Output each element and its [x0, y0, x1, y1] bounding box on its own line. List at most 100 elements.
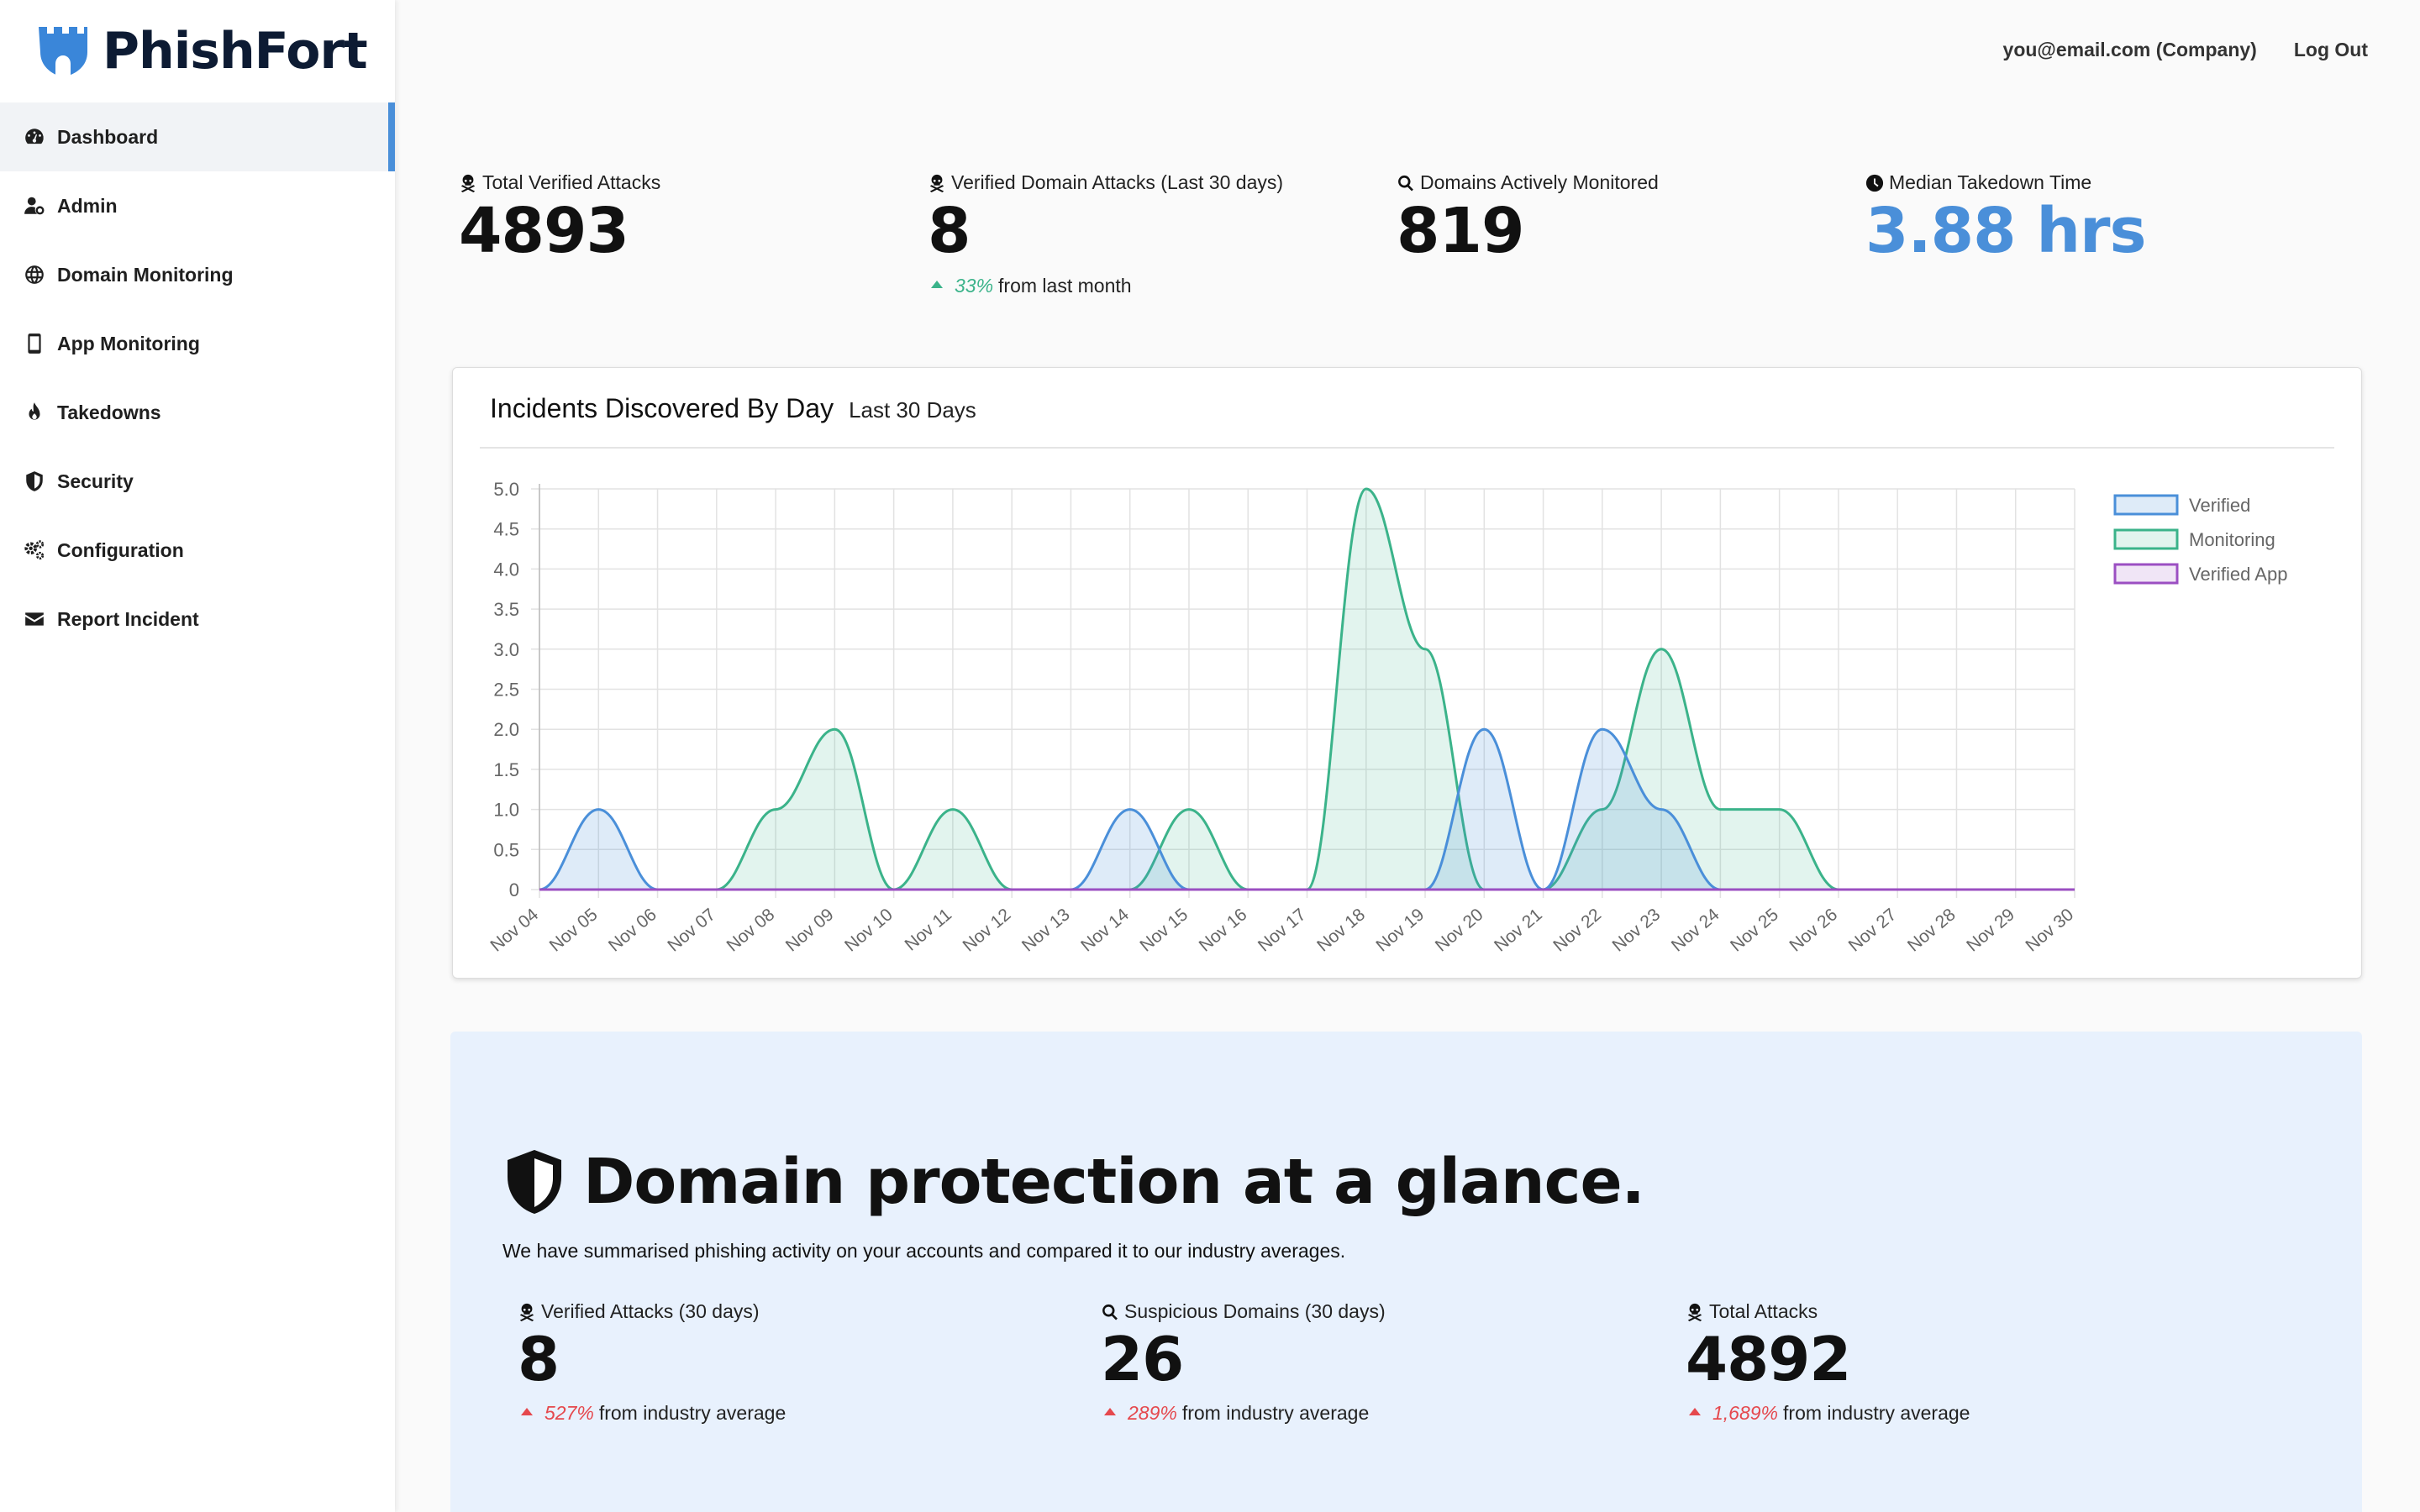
- envelope-icon: [24, 608, 45, 630]
- stat-domains-monitored: Domains Actively Monitored 819: [1397, 171, 1659, 265]
- legend-label-verified: Verified: [2189, 495, 2250, 516]
- stat-value: 4893: [459, 195, 629, 267]
- x-tick-label: Nov 21: [1491, 905, 1546, 955]
- sidebar-item-app-monitoring[interactable]: App Monitoring: [0, 309, 395, 378]
- skull-crossbones-icon: [1687, 1303, 1702, 1321]
- globe-icon: [24, 264, 45, 286]
- caret-up-icon: [931, 280, 943, 288]
- stat-label: Median Takedown Time: [1889, 171, 2092, 193]
- x-tick-label: Nov 14: [1077, 905, 1133, 956]
- y-tick-label: 3.5: [493, 599, 519, 620]
- mobile-icon: [24, 333, 45, 354]
- stat-label: Verified Attacks (30 days): [541, 1300, 760, 1322]
- legend-swatch-verified: [2113, 494, 2179, 516]
- sidebar-item-takedowns[interactable]: Takedowns: [0, 378, 395, 447]
- stat-change: 33% from last month: [928, 275, 1283, 297]
- legend-label-monitoring: Monitoring: [2189, 529, 2275, 550]
- glance-stat-suspicious-domains: Suspicious Domains (30 days) 26 289% fro…: [1101, 1300, 1386, 1425]
- search-icon: [1398, 175, 1413, 191]
- chart-title: Incidents Discovered By Day: [490, 393, 834, 423]
- sidebar-item-domain-monitoring[interactable]: Domain Monitoring: [0, 240, 395, 309]
- x-tick-label: Nov 28: [1904, 905, 1960, 955]
- stat-verified-domain-attacks: Verified Domain Attacks (Last 30 days) 8…: [928, 171, 1283, 297]
- search-icon: [1102, 1304, 1118, 1320]
- castle-logo-icon: [39, 27, 87, 79]
- sidebar-item-label: App Monitoring: [57, 332, 200, 354]
- caret-up-icon: [521, 1407, 533, 1415]
- domain-protection-card: Domain protection at a glance. We have s…: [450, 1032, 2362, 1512]
- stat-median-takedown-time: Median Takedown Time 3.88 hrs: [1865, 171, 2147, 267]
- x-tick-label: Nov 05: [546, 905, 602, 955]
- x-tick-label: Nov 13: [1018, 905, 1074, 955]
- change-percent: 1,689%: [1712, 1401, 1779, 1424]
- brand-logo[interactable]: PhishFort: [0, 0, 395, 102]
- x-tick-label: Nov 20: [1432, 905, 1487, 955]
- stat-value: 8: [518, 1324, 560, 1394]
- change-percent: 289%: [1128, 1401, 1177, 1424]
- stat-total-verified-attacks: Total Verified Attacks 4893: [459, 171, 660, 265]
- sidebar-item-dashboard[interactable]: Dashboard: [0, 102, 395, 171]
- x-tick-label: Nov 30: [2022, 905, 2077, 955]
- sidebar-item-label: Admin: [57, 194, 118, 217]
- stat-label: Total Verified Attacks: [482, 171, 661, 193]
- legend-swatch-monitoring: [2113, 528, 2179, 550]
- y-tick-label: 2.5: [493, 680, 519, 701]
- stat-label: Suspicious Domains (30 days): [1124, 1300, 1386, 1322]
- change-percent: 33%: [955, 274, 994, 297]
- y-tick-label: 4.0: [493, 559, 519, 580]
- incidents-chart-card: Incidents Discovered By Day Last 30 Days…: [452, 367, 2362, 979]
- sidebar-item-label: Domain Monitoring: [57, 263, 234, 286]
- series-line-monitoring: [539, 487, 2075, 891]
- user-account-link[interactable]: you@email.com (Company): [2002, 39, 2257, 60]
- sidebar-item-configuration[interactable]: Configuration: [0, 516, 395, 585]
- x-tick-label: Nov 17: [1255, 905, 1310, 955]
- topbar: you@email.com (Company) Log Out: [2003, 39, 2368, 61]
- change-text: from industry average: [598, 1401, 786, 1424]
- logout-link[interactable]: Log Out: [2293, 39, 2368, 60]
- sidebar-item-label: Security: [57, 470, 134, 492]
- brand-name: PhishFort: [103, 22, 368, 81]
- divider: [480, 447, 2334, 449]
- x-tick-label: Nov 25: [1727, 905, 1782, 955]
- change-text: from last month: [998, 274, 1132, 297]
- x-tick-label: Nov 29: [1963, 905, 2018, 955]
- x-tick-label: Nov 22: [1549, 905, 1605, 955]
- glance-stat-total-attacks: Total Attacks 4892 1,689% from industry …: [1686, 1300, 1970, 1425]
- sidebar-nav: Dashboard Admin Domain Monitoring App Mo…: [0, 102, 395, 654]
- change-percent: 527%: [544, 1401, 594, 1424]
- sidebar-item-label: Report Incident: [57, 607, 199, 630]
- sidebar-item-security[interactable]: Security: [0, 447, 395, 516]
- sidebar-item-admin[interactable]: Admin: [0, 171, 395, 240]
- stat-value: 4892: [1686, 1324, 1851, 1394]
- x-tick-label: Nov 07: [664, 905, 719, 955]
- shield-icon: [24, 470, 45, 492]
- sidebar: PhishFort Dashboard Admin Domain Monitor…: [0, 0, 395, 1512]
- legend-swatch-verified-app: [2113, 563, 2179, 585]
- stat-change: 527% from industry average: [518, 1402, 786, 1425]
- stat-value: 3.88 hrs: [1865, 195, 2147, 267]
- x-tick-label: Nov 16: [1196, 905, 1251, 955]
- sidebar-item-report-incident[interactable]: Report Incident: [0, 585, 395, 654]
- caret-up-icon: [1104, 1407, 1116, 1415]
- stat-label: Domains Actively Monitored: [1420, 171, 1659, 193]
- x-tick-label: Nov 08: [723, 905, 779, 955]
- glance-title: Domain protection at a glance.: [583, 1146, 1645, 1218]
- x-tick-label: Nov 09: [782, 905, 838, 955]
- stat-label: Verified Domain Attacks (Last 30 days): [951, 171, 1284, 193]
- cogs-icon: [24, 539, 45, 561]
- skull-crossbones-icon: [929, 174, 944, 192]
- x-tick-label: Nov 12: [960, 905, 1015, 955]
- y-tick-label: 0.5: [493, 839, 519, 860]
- y-tick-label: 5.0: [493, 479, 519, 500]
- legend-label-verified-app: Verified App: [2189, 564, 2287, 585]
- stat-label: Total Attacks: [1709, 1300, 1818, 1322]
- stat-value: 819: [1397, 195, 1524, 267]
- glance-stat-verified-attacks: Verified Attacks (30 days) 8 527% from i…: [518, 1300, 786, 1425]
- y-tick-label: 4.5: [493, 519, 519, 540]
- sidebar-item-label: Dashboard: [57, 125, 159, 148]
- change-text: from industry average: [1181, 1401, 1370, 1424]
- x-tick-label: Nov 15: [1136, 905, 1192, 955]
- x-tick-label: Nov 10: [841, 905, 897, 955]
- stat-change: 289% from industry average: [1101, 1402, 1386, 1425]
